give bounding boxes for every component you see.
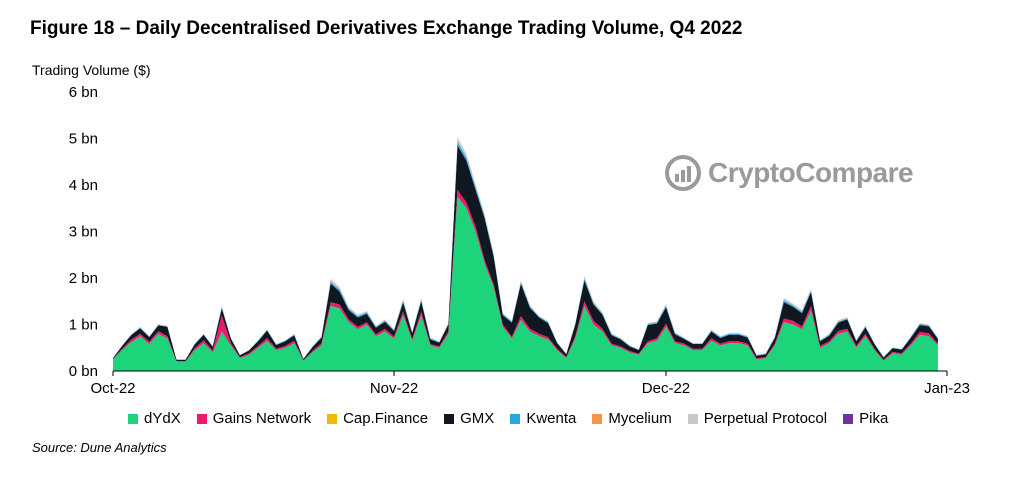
y-tick-label: 4 bn [69,177,98,194]
y-tick-label: 0 bn [69,363,98,380]
legend-item: GMX [444,410,494,427]
y-tick-label: 5 bn [69,131,98,148]
legend-swatch [687,413,698,424]
chart-legend: dYdX Gains Network Cap.Finance GMX Kwenta Myc… [128,410,888,427]
legend-item: Cap.Finance [327,410,428,427]
legend-swatch [843,413,854,424]
y-axis-label: Trading Volume ($) [32,62,151,78]
legend-label: Pika [859,410,889,427]
legend-item: Gains Network [196,410,312,427]
y-axis-ticks: 0 bn 1 bn 2 bn 3 bn 4 bn 5 bn 6 bn [69,84,98,380]
legend-label: Mycelium [608,410,672,427]
legend-label: Cap.Finance [343,410,429,427]
legend-item: Kwenta [510,410,576,427]
x-axis-ticks: Oct-22 Nov-22 Dec-22 Jan-23 [90,371,970,397]
legend-swatch [327,413,338,424]
x-tick-label: Oct-22 [90,380,135,397]
watermark-text: CryptoCompare [708,157,914,188]
legend-item: Mycelium [592,410,672,427]
cryptocompare-logo-icon [665,155,701,191]
legend-swatch [510,413,521,424]
legend-label: Kwenta [526,410,577,427]
y-tick-label: 3 bn [69,224,98,241]
source-note: Source: Dune Analytics [32,440,167,455]
x-tick-label: Dec-22 [642,380,690,397]
cryptocompare-watermark: CryptoCompare [664,154,914,192]
y-tick-label: 2 bn [69,270,98,287]
area-series-group [113,137,938,371]
area-gmx [113,145,938,362]
legend-swatch [444,413,455,424]
area-dydx [113,196,938,371]
y-tick-label: 6 bn [69,84,98,101]
legend-swatch [592,413,603,424]
y-tick-label: 1 bn [69,317,98,334]
legend-label: dYdX [144,410,181,427]
legend-label: Perpetual Protocol [703,410,828,427]
legend-label: Gains Network [212,410,312,427]
legend-label: GMX [460,410,495,427]
legend-item: Perpetual Protocol [687,410,828,427]
legend-item: dYdX [128,410,181,427]
legend-swatch [128,413,138,424]
area-gains-network [113,189,938,362]
legend-swatch [196,413,207,424]
legend-item: Pika [843,410,888,427]
x-tick-label: Nov-22 [370,380,418,397]
x-tick-label: Jan-23 [924,380,970,397]
chart-title: Figure 18 – Daily Decentralised Derivati… [30,18,743,39]
